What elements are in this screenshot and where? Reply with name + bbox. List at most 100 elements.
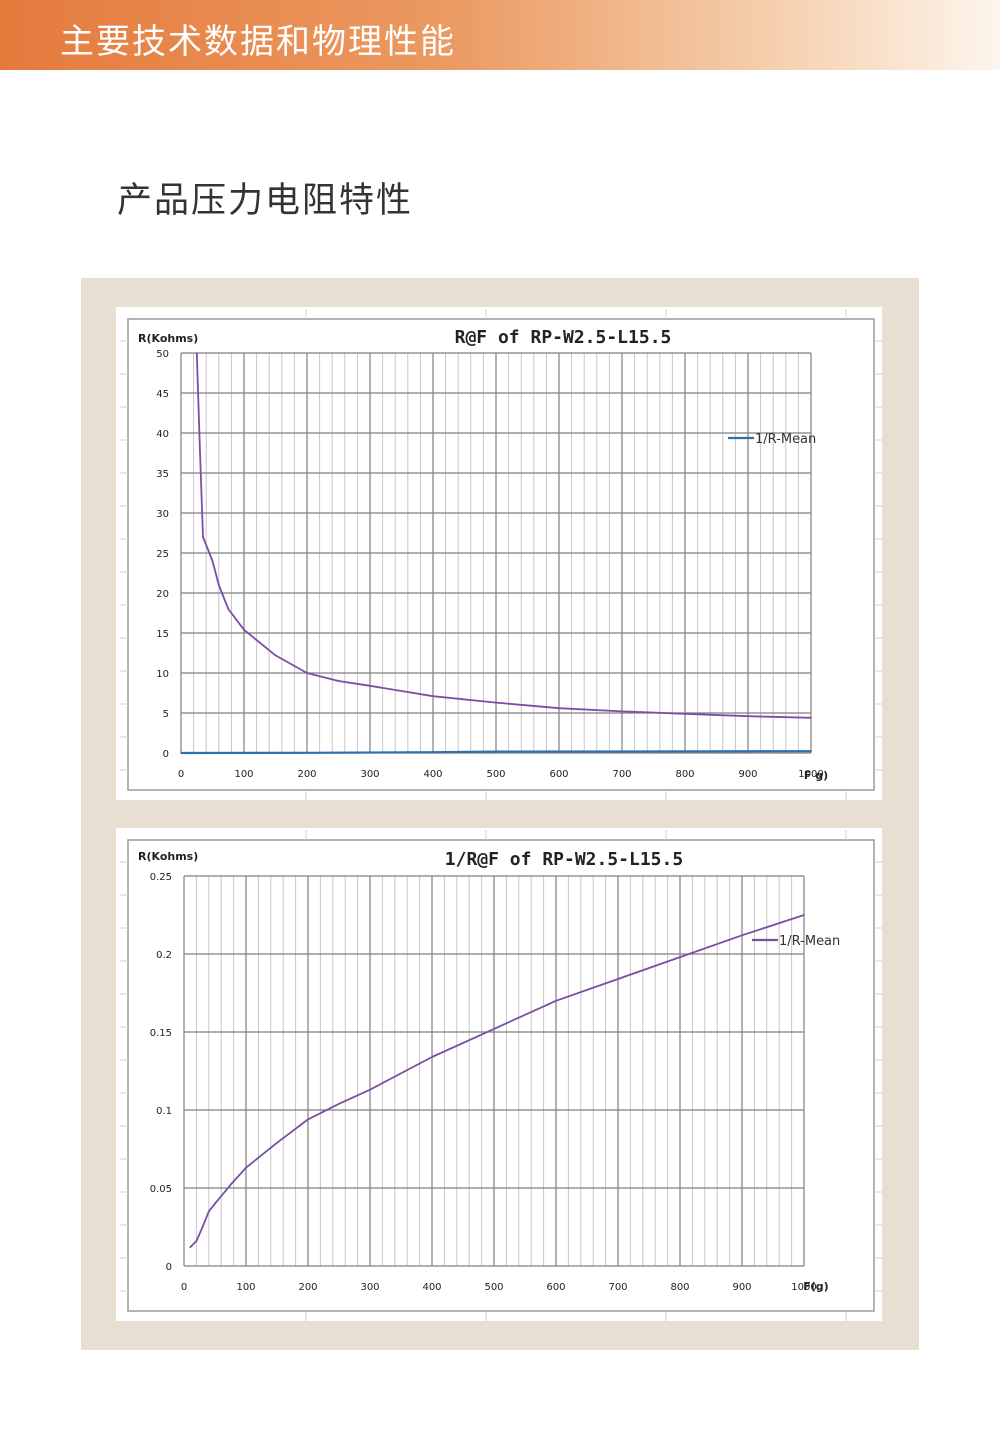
y-axis-label: R(Kohms) [138,850,198,863]
y-tick-label: 0.1 [156,1106,172,1117]
data-point [214,1202,216,1205]
data-point [276,1142,278,1144]
data-point [208,1210,210,1213]
x-tick-label: 700 [612,769,631,780]
data-point [369,1088,371,1091]
data-point [229,1184,232,1186]
y-tick-label: 50 [156,349,169,360]
chart-frame [127,318,875,791]
data-point [243,629,245,631]
data-point [621,710,623,713]
banner-title: 主要技术数据和物理性能 [60,22,456,62]
data-point [369,685,371,687]
x-tick-label: 500 [486,769,505,780]
x-axis-label: F g) [804,769,828,782]
x-tick-label: 400 [423,769,442,780]
y-axis-label: R(Kohms) [138,332,198,345]
x-tick-label: 900 [732,1282,751,1293]
data-point [201,1226,204,1228]
y-tick-label: 5 [163,709,169,720]
data-point [195,1240,198,1242]
data-point [679,956,681,958]
x-tick-label: 200 [298,1282,317,1293]
major-grid [183,875,805,1267]
data-point [555,1000,557,1002]
data-point [495,701,497,704]
data-point [803,914,805,916]
x-tick-label: 300 [360,769,379,780]
data-point [747,715,749,717]
x-tick-label: 0 [178,769,184,780]
series-line-1-r-mean [189,914,805,1248]
y-tick-label: 0 [166,1262,172,1273]
legend-label: 1/R-Mean [779,934,840,949]
header-banner: 主要技术数据和物理性能 [0,0,1000,70]
chart-title: 1/R@F of RP-W2.5-L15.5 [445,849,683,870]
data-point [245,1166,247,1169]
x-tick-label: 1000 [791,1282,816,1293]
x-tick-label: 0 [181,1282,187,1293]
data-point [274,654,277,657]
data-point [306,672,308,674]
data-point [495,750,497,753]
data-point [337,680,340,682]
x-tick-label: 600 [549,769,568,780]
section-title: 产品压力电阻特性 [117,181,414,221]
x-tick-label: 1000 [798,769,823,780]
data-point [199,448,201,450]
y-tick-label: 0.2 [156,950,172,961]
data-point [432,695,434,697]
data-point [493,1028,495,1030]
data-point [558,707,560,709]
x-tick-label: 100 [236,1282,255,1293]
chart-r-vs-force: 0 100 200 300 400 500 600 700 800 900 1000 0 5 10 15 20… [116,307,882,800]
x-tick-label: 100 [234,769,253,780]
data-point [227,608,230,610]
x-tick-label: 300 [360,1282,379,1293]
data-point [684,713,686,715]
data-point [338,1103,340,1105]
chart-title: R@F of RP-W2.5-L15.5 [455,327,672,348]
chart-conductance-vs-force: 0 100 200 300 400 500 600 700 800 900 1000 0 0.05 0.1… [116,828,882,1321]
x-tick-label: 600 [546,1282,565,1293]
data-point [189,1246,191,1249]
y-tick-label: 0 [163,749,169,760]
y-tick-label: 20 [156,589,169,600]
y-tick-label: 0.05 [150,1184,172,1195]
y-tick-label: 25 [156,549,169,560]
x-tick-label: 500 [484,1282,503,1293]
data-point [211,560,214,562]
data-point [306,752,308,754]
y-tick-label: 40 [156,429,169,440]
frame-tick-marks [120,309,882,800]
data-point [307,1118,309,1121]
data-point [810,750,812,752]
y-tick-label: 10 [156,669,169,680]
data-point [431,1056,433,1058]
y-tick-label: 35 [156,469,169,480]
x-tick-label: 200 [297,769,316,780]
data-point [617,978,619,980]
chart-frame [127,839,875,1312]
data-point [741,934,743,937]
y-tick-label: 30 [156,509,169,520]
x-tick-label: 800 [675,769,694,780]
data-point [432,751,434,753]
x-tick-label: 900 [738,769,757,780]
y-tick-label: 0.15 [150,1028,172,1039]
y-tick-label: 15 [156,629,169,640]
chart-r-vs-force-svg: 0 100 200 300 400 500 600 700 800 900 1000 0 5 10 15 20… [120,309,882,800]
x-tick-label: 400 [422,1282,441,1293]
x-axis-label: F(g) [803,1280,828,1293]
x-tick-label: 800 [670,1282,689,1293]
chart-conductance-vs-force-svg: 0 100 200 300 400 500 600 700 800 900 1000 0 0.05 0.1… [120,830,882,1321]
data-point [180,752,182,754]
x-tick-label: 700 [608,1282,627,1293]
legend-label: 1/R-Mean [755,432,816,447]
frame-tick-marks [120,830,882,1321]
data-point [196,352,198,354]
data-point [218,584,220,586]
data-point [202,536,204,538]
data-point [810,717,812,719]
major-grid [180,352,812,754]
